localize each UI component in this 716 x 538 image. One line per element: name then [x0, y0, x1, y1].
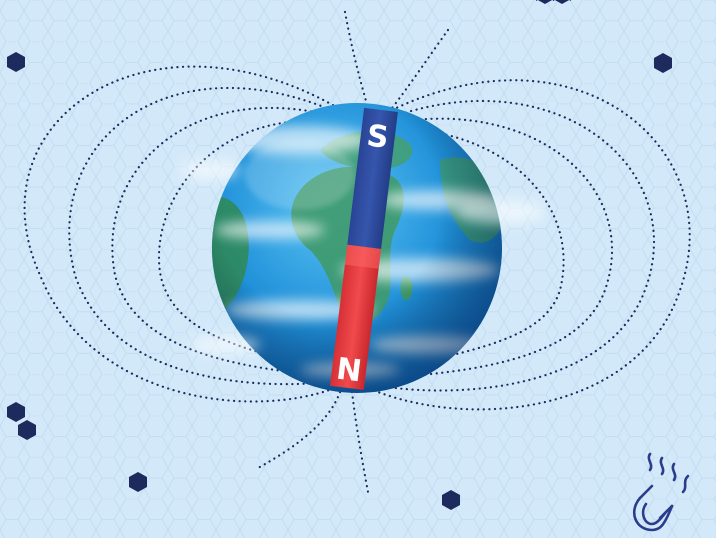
- hexagon-shape: [7, 402, 25, 422]
- hexagon-shape: [654, 53, 672, 73]
- decorative-hexagons: [7, 0, 672, 510]
- hexagon-shape: [129, 472, 147, 492]
- magnetic-field-lines: [23, 10, 691, 494]
- hexagon-shape: [18, 420, 36, 440]
- magnet-south-pole: [347, 107, 398, 249]
- magnet-icon: [633, 452, 690, 532]
- hexagon-shape: [7, 52, 25, 72]
- magnet-north-label: N: [334, 352, 363, 390]
- bar-magnet: S N: [330, 107, 398, 390]
- magnet-north-pole: [330, 244, 382, 390]
- hexagon-shape: [442, 490, 460, 510]
- magnet-south-label: S: [365, 119, 391, 156]
